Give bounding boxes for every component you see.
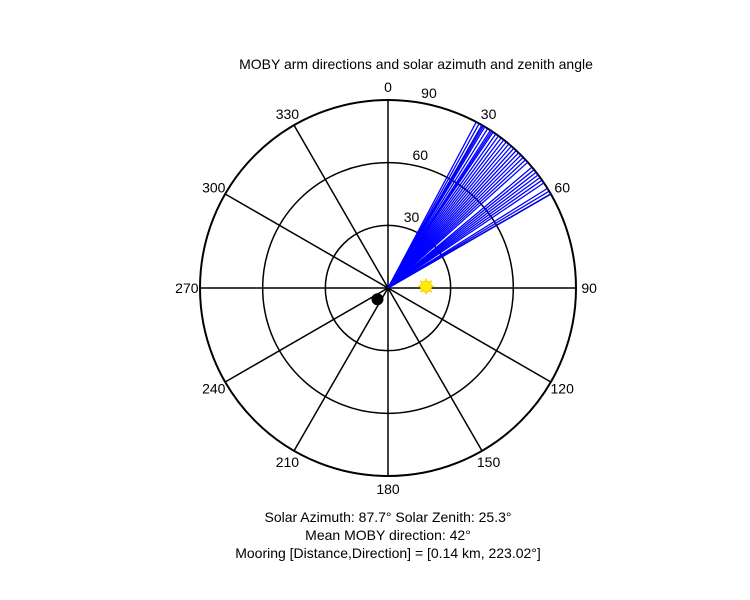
chart-title: MOBY arm directions and solar azimuth an…: [239, 56, 593, 72]
angle-label-120: 120: [551, 381, 575, 397]
angle-label-60: 60: [554, 179, 570, 195]
angle-label-330: 330: [276, 106, 300, 122]
angle-label-210: 210: [276, 454, 300, 470]
caption-mooring: Mooring [Distance,Direction] = [0.14 km,…: [235, 545, 541, 561]
angle-label-270: 270: [175, 280, 199, 296]
angle-label-300: 300: [202, 179, 226, 195]
angle-label-240: 240: [202, 381, 226, 397]
mooring-marker: [371, 293, 384, 306]
arm-direction-line: [387, 182, 545, 289]
arm-direction-line: [387, 161, 529, 289]
sun-marker: [418, 278, 435, 295]
markers: [371, 278, 435, 306]
angle-label-150: 150: [477, 454, 501, 470]
arm-directions: [387, 121, 552, 289]
caption-solar: Solar Azimuth: 87.7° Solar Zenith: 25.3°: [264, 509, 512, 525]
caption-mean-direction: Mean MOBY direction: 42°: [305, 527, 471, 543]
angle-label-90: 90: [581, 280, 597, 296]
angle-label-0: 0: [384, 79, 392, 95]
tick-labels: 0 30 60 90 120 150 180 210 240 270 300 330 30 60 90: [175, 79, 597, 497]
radius-label-30: 30: [404, 209, 420, 225]
angle-label-180: 180: [376, 481, 400, 497]
arm-direction-line: [387, 193, 552, 289]
radius-label-90: 90: [421, 85, 437, 101]
radius-label-60: 60: [412, 147, 428, 163]
angle-label-30: 30: [481, 106, 497, 122]
